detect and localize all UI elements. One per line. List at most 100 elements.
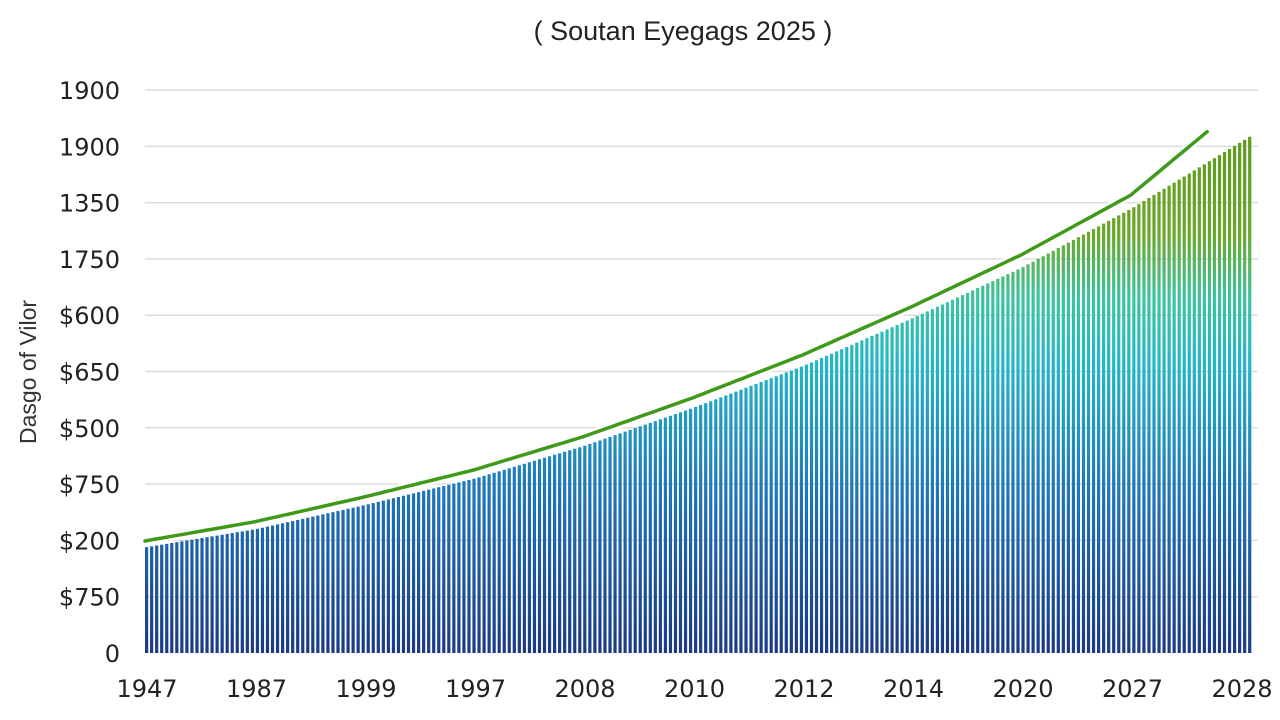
bar — [880, 331, 884, 653]
y-tick-label: $650 — [59, 359, 120, 387]
bar — [547, 456, 552, 653]
bar — [719, 397, 723, 653]
bar — [623, 431, 627, 653]
bar — [376, 501, 380, 653]
bar — [673, 414, 678, 653]
bar — [1011, 271, 1015, 653]
bar — [905, 320, 909, 653]
bar — [824, 355, 829, 653]
bar — [200, 538, 204, 653]
bar — [633, 428, 637, 653]
bar — [492, 472, 496, 653]
bar — [296, 519, 300, 653]
bar — [406, 494, 411, 653]
bar — [391, 498, 396, 653]
bar — [180, 541, 184, 653]
bar — [270, 525, 275, 653]
bar — [447, 484, 451, 653]
bar — [668, 415, 673, 653]
bar — [935, 306, 940, 653]
bar — [578, 447, 582, 653]
bar — [175, 542, 179, 653]
bar — [1217, 155, 1222, 654]
bar — [1096, 226, 1101, 653]
bar — [220, 534, 224, 653]
y-tick-label: 1900 — [59, 133, 120, 161]
bar — [971, 290, 975, 653]
bar — [457, 482, 461, 653]
bar — [195, 538, 199, 653]
bar — [835, 351, 839, 653]
bar — [452, 483, 456, 653]
bar — [568, 450, 572, 653]
bar — [769, 378, 773, 653]
bar — [749, 385, 753, 653]
x-tick-label: 2028 — [1211, 675, 1272, 703]
bar — [336, 511, 340, 653]
bar — [1127, 210, 1131, 653]
bar — [1248, 136, 1252, 653]
bar — [764, 380, 768, 653]
bar — [744, 387, 748, 653]
bar — [1187, 173, 1191, 653]
bar — [1212, 158, 1217, 654]
x-tick-label: 2027 — [1102, 675, 1163, 703]
bar — [1207, 161, 1212, 654]
bar — [1041, 256, 1045, 653]
bar — [1238, 142, 1242, 653]
bar — [1046, 253, 1050, 653]
bar — [145, 547, 149, 653]
bar — [552, 454, 557, 653]
bar — [250, 529, 254, 653]
x-tick-label: 2012 — [773, 675, 834, 703]
bar — [1182, 176, 1186, 653]
bar — [1026, 264, 1030, 653]
bar — [638, 426, 642, 653]
bar — [563, 451, 567, 653]
bar — [1056, 248, 1060, 653]
bar — [396, 496, 401, 653]
bar — [643, 424, 647, 653]
bar — [789, 370, 793, 653]
y-tick-label: $750 — [59, 471, 120, 499]
bar — [1112, 218, 1116, 653]
bar — [986, 283, 990, 653]
bar — [724, 395, 728, 653]
bar — [960, 295, 965, 653]
y-tick-label: 1750 — [59, 246, 120, 274]
bar — [165, 543, 169, 653]
bar — [714, 399, 718, 653]
bar — [482, 475, 486, 653]
bar — [507, 468, 511, 653]
bar — [265, 526, 270, 653]
bar — [311, 516, 315, 653]
bar — [1081, 234, 1086, 654]
bar — [502, 469, 506, 653]
bar — [185, 540, 189, 653]
bar — [150, 546, 154, 653]
bar — [537, 459, 542, 653]
bar — [522, 463, 526, 653]
bar — [155, 545, 159, 653]
bar — [361, 505, 365, 653]
bar — [729, 393, 733, 653]
bar — [915, 316, 919, 653]
bar — [1192, 170, 1196, 653]
bar — [467, 479, 471, 653]
x-tick-label: 2020 — [992, 675, 1053, 703]
bar — [190, 539, 194, 653]
bar — [593, 442, 597, 653]
bar — [920, 313, 924, 653]
y-tick-label: 0 — [105, 640, 120, 668]
bar — [1001, 276, 1005, 653]
bar — [940, 304, 945, 653]
bar — [1137, 204, 1141, 654]
bar — [648, 422, 652, 653]
chart-subtitle: ( Soutan Eyegags 2025 ) — [533, 16, 833, 46]
bar — [1071, 239, 1076, 653]
bar — [411, 493, 416, 653]
bar — [371, 503, 375, 653]
x-tick-label: 1999 — [335, 675, 396, 703]
bar — [885, 329, 889, 653]
